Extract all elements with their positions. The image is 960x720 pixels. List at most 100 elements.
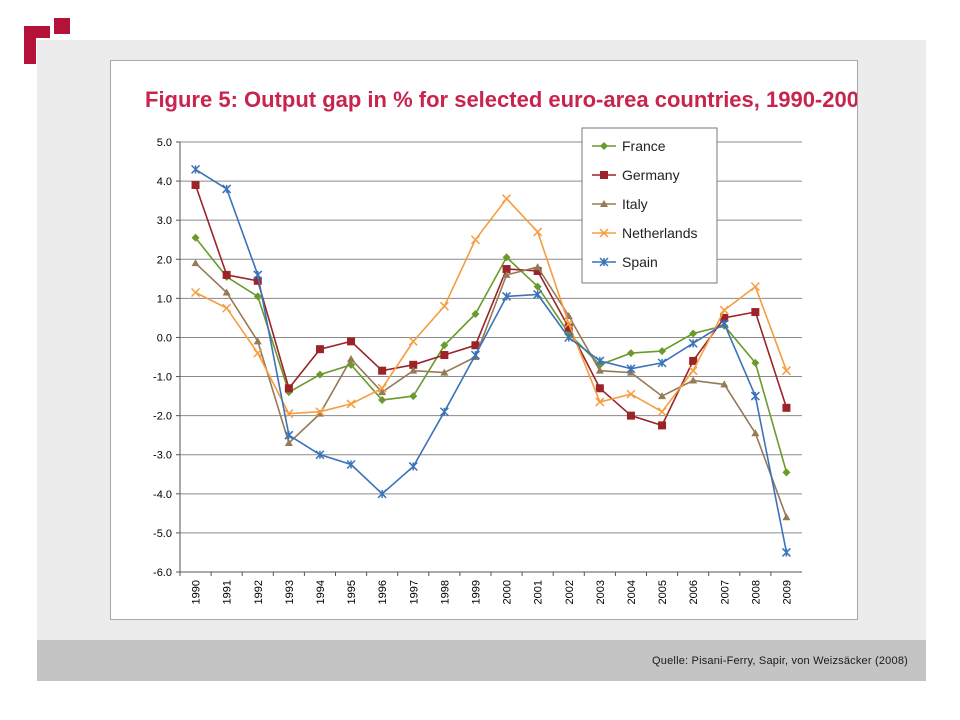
data-point-france [502,253,511,262]
data-point-spain [222,184,232,194]
data-point-france [689,329,698,338]
data-point-netherlands [502,194,512,204]
legend-label-germany: Germany [622,167,680,183]
data-point-italy [284,439,293,446]
data-point-germany [751,308,760,317]
data-point-netherlands [470,235,480,245]
data-point-netherlands [564,319,574,329]
x-tick-label: 2000 [502,580,514,604]
x-tick-label: 1991 [222,580,234,604]
y-tick-label: 2.0 [157,254,172,266]
data-point-germany [284,384,293,393]
x-tick-label: 1999 [470,580,482,604]
data-point-france [533,282,542,291]
data-point-germany [378,366,387,375]
chart-legend: France Germany Italy Netherlands Spain [581,127,718,284]
y-tick-label: -6.0 [153,567,172,579]
x-tick-label: 2004 [626,580,638,604]
legend-marker-germany [600,171,608,179]
series-netherlands [191,194,791,419]
data-point-germany [191,181,200,189]
data-point-netherlands [346,399,356,409]
data-point-italy [658,392,667,400]
series-line-germany [194,184,788,427]
data-point-france [315,370,324,379]
data-point-spain [533,289,543,299]
data-point-france [658,347,667,356]
x-tick-label: 2007 [719,580,731,604]
chart-frame: Figure 5: Output gap in % for selected e… [110,60,858,620]
data-point-germany [689,356,698,365]
data-point-spain [688,338,698,348]
data-point-germany [222,270,231,279]
data-point-netherlands [439,301,449,311]
footer-bar: Quelle: Pisani-Ferry, Sapir, von Weizsäc… [37,640,926,681]
y-tick-label: 3.0 [157,215,172,227]
data-point-germany [409,360,418,369]
data-point-italy [440,368,449,376]
legend-label-italy: Italy [622,196,648,212]
y-tick-label: -3.0 [153,450,172,462]
data-point-netherlands [595,397,605,407]
series-line-spain [195,168,788,553]
x-tick-label: 2009 [781,580,793,604]
data-point-spain [657,358,667,368]
data-point-germany [440,351,449,360]
data-point-france [347,360,356,369]
legend-marker-italy [600,200,608,207]
x-tick-label: 2002 [564,580,576,604]
data-point-spain [346,459,356,470]
legend-label-netherlands: Netherlands [622,225,698,241]
data-point-france [440,341,449,350]
data-point-italy [378,388,387,396]
x-tick-label: 1992 [253,580,265,604]
series-line-france [194,237,788,473]
data-point-germany [533,267,542,275]
data-point-spain [253,270,263,280]
data-point-spain [470,350,480,360]
data-point-france [378,396,387,404]
series-line-netherlands [195,197,788,415]
x-tick-label: 1994 [315,580,327,604]
y-tick-label: -2.0 [153,411,172,423]
data-point-netherlands [719,305,729,315]
y-tick-label: -4.0 [153,489,172,501]
legend-marker-spain [599,257,609,267]
chart-title: Figure 5: Output gap in % for selected e… [145,87,857,112]
data-point-spain [564,332,574,342]
source-citation: Quelle: Pisani-Ferry, Sapir, von Weizsäc… [652,655,908,667]
data-point-italy [222,288,231,296]
data-point-netherlands [377,383,387,393]
data-point-france [471,310,480,318]
data-point-italy [533,263,542,271]
data-point-italy [191,259,200,267]
data-point-france [191,233,200,242]
data-point-spain [191,164,201,174]
data-point-italy [595,366,604,374]
x-tick-label: 1995 [346,580,358,604]
data-point-spain [377,489,387,499]
x-tick-label: 1996 [377,580,389,604]
data-point-italy [253,337,262,345]
data-point-spain [502,291,512,301]
data-point-netherlands [191,287,201,298]
data-point-italy [689,376,698,384]
data-point-netherlands [284,409,294,419]
data-point-spain [595,356,605,366]
data-point-germany [595,384,604,393]
data-point-netherlands [408,336,418,346]
y-tick-label: -5.0 [153,528,172,540]
x-tick-label: 2005 [657,580,669,604]
data-point-italy [347,354,356,362]
data-point-spain [408,461,418,471]
data-point-italy [751,429,760,437]
data-point-spain [750,391,760,401]
x-tick-label: 1997 [408,580,420,604]
x-tick-label: 1993 [284,580,296,604]
data-point-germany [315,345,324,354]
y-tick-label: 1.0 [157,293,172,305]
data-point-germany [564,323,573,332]
data-point-france [782,468,791,477]
data-point-italy [782,513,791,521]
legend-marker-france [600,142,608,150]
